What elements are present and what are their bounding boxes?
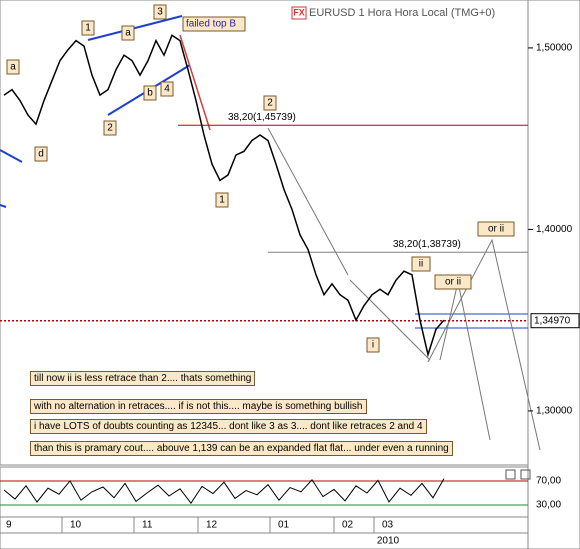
wave-label: a [125, 28, 131, 39]
fib-label: 38,20(1,38739) [393, 239, 461, 250]
price-box [530, 313, 580, 329]
wave-label-box [103, 120, 117, 136]
decline-line [179, 34, 211, 131]
wave-label-box [160, 81, 174, 97]
y-tick-label: 1,30000 [536, 406, 573, 417]
callout: failed top B [186, 19, 236, 30]
logo: FX [293, 7, 305, 17]
note: than this is pramary cout.... abouve 1,1… [30, 441, 453, 456]
wave-label: 2 [267, 98, 273, 109]
wave-label: 1 [85, 23, 91, 34]
wave-label-box [153, 4, 167, 20]
chart-title: EURUSD 1 Hora Hora Local (TMG+0) [309, 7, 495, 19]
note: i have LOTS of doubts counting as 12345.… [30, 419, 427, 434]
wave-label: or ii [488, 224, 504, 235]
wave-label: 4 [164, 84, 170, 95]
fib-label: 38,20(1,45739) [228, 112, 296, 123]
note: till now ii is less retrace than 2.... t… [30, 371, 256, 386]
plot-frame [0, 0, 529, 466]
osc-tick-label: 30,00 [536, 500, 561, 511]
x-tick-label: 12 [206, 520, 218, 531]
osc-tick-label: 70,00 [536, 476, 561, 487]
wave-label-box [477, 221, 515, 237]
window-buttons [505, 469, 531, 480]
wave-label-box [121, 25, 135, 41]
wave-label-box [81, 20, 95, 36]
y-tick-label: 1,40000 [536, 224, 573, 235]
wave-label-box [6, 59, 20, 75]
x-tick-label: 01 [278, 520, 290, 531]
x-tick-label: 02 [342, 520, 354, 531]
oscillator-frame [0, 466, 529, 518]
wave-label-box [366, 337, 380, 353]
wave-label: b [147, 88, 153, 99]
wave-label: ii [419, 259, 423, 270]
wave-label: 1 [219, 195, 225, 206]
current-price-label: 1,34970 [534, 315, 571, 326]
wave-label: 2 [107, 123, 113, 134]
logo-box [291, 6, 307, 20]
wave-label: i [372, 340, 374, 351]
wave-label-box [143, 85, 157, 101]
x-tick-label: 9 [6, 520, 12, 531]
osc-line [3, 478, 445, 505]
note: with no alternation in retraces.... if i… [30, 399, 367, 414]
wave-label: d [38, 149, 44, 160]
x-tick-label: 03 [382, 520, 394, 531]
wave-label-box [411, 256, 431, 272]
wave-label: a [10, 62, 16, 73]
callout-box [182, 16, 246, 32]
wave-label-box [34, 146, 48, 162]
wave-label-box [215, 192, 229, 208]
y-tick-label: 1,50000 [536, 43, 573, 54]
wave-label-box [434, 274, 472, 290]
year-label: 2010 [377, 536, 400, 547]
x-tick-label: 10 [70, 520, 82, 531]
price-axis [527, 0, 580, 549]
price-line [3, 34, 445, 358]
x-tick-label: 11 [142, 520, 153, 531]
wave-label: 3 [157, 7, 163, 18]
wave-label-box [263, 95, 277, 111]
wave-label: or ii [445, 277, 461, 288]
